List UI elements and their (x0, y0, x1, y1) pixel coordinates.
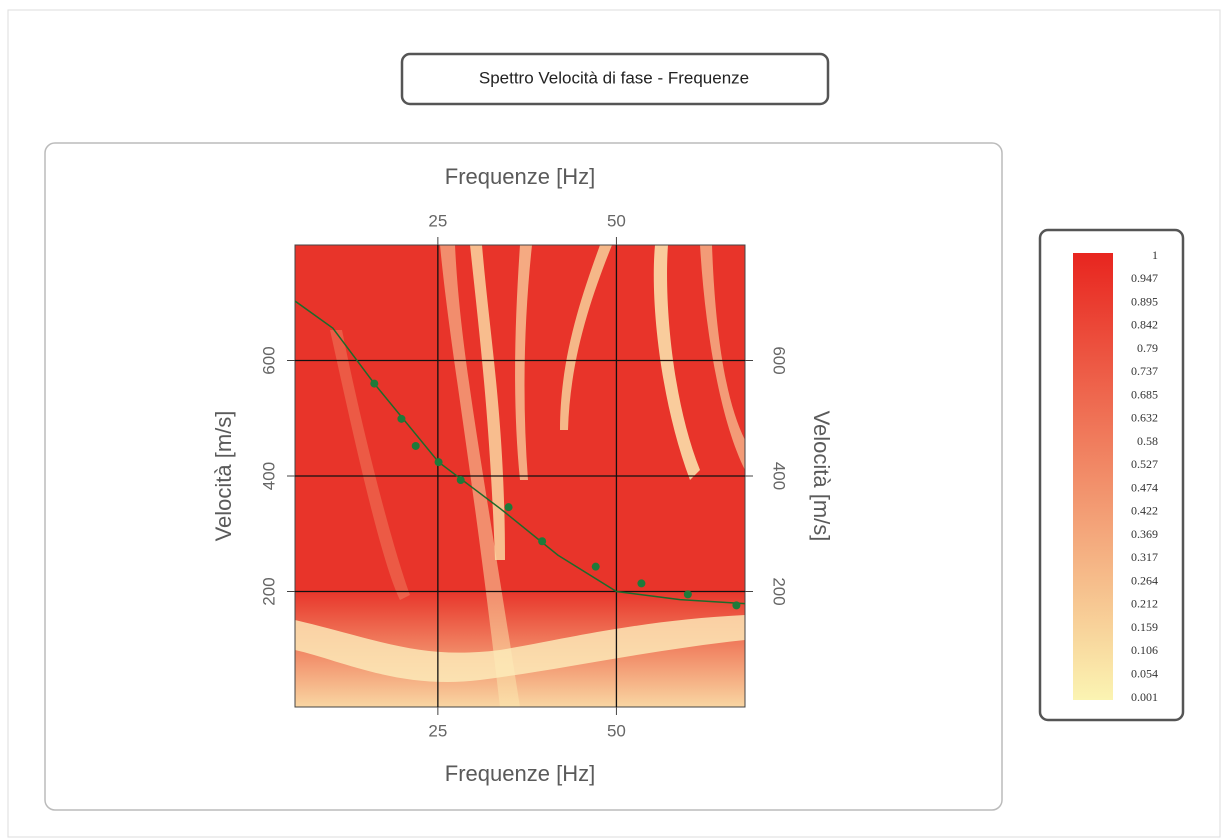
colorbar-label: 0.527 (1131, 457, 1158, 471)
colorbar-label: 0.317 (1131, 550, 1158, 564)
colorbar-label: 0.159 (1131, 620, 1158, 634)
y-axis-title: Velocità [m/s] (211, 411, 236, 542)
heatmap-streak (653, 245, 700, 480)
y-tick-label: 400 (259, 462, 278, 490)
y-tick-label: 200 (259, 577, 278, 605)
colorbar-label: 0.737 (1131, 364, 1158, 378)
colorbar-label: 0.947 (1131, 271, 1158, 285)
y-axis-title-right: Velocità [m/s] (809, 411, 834, 542)
dispersion-curve (295, 300, 745, 605)
heatmap-streak (515, 245, 532, 480)
colorbar-label: 0.632 (1131, 411, 1158, 425)
data-point (538, 537, 547, 546)
x-tick-label: 50 (607, 211, 626, 230)
data-point (370, 379, 379, 388)
heatmap-streak (295, 615, 745, 683)
x-axis-title: Frequenze [Hz] (445, 761, 595, 786)
colorbar (1073, 253, 1113, 700)
x-tick-label: 50 (607, 721, 626, 740)
x-tick-label: 25 (428, 211, 447, 230)
data-point (397, 414, 406, 423)
data-point (434, 458, 443, 467)
colorbar-label: 0.58 (1137, 434, 1158, 448)
heatmap-streak (560, 245, 612, 430)
data-point (591, 562, 600, 571)
colorbar-label: 0.054 (1131, 666, 1158, 680)
y-tick-label: 600 (259, 346, 278, 374)
data-point (504, 503, 513, 512)
data-point (732, 601, 741, 610)
colorbar-label: 0.422 (1131, 504, 1158, 518)
colorbar-label: 0.474 (1131, 480, 1158, 494)
colorbar-label: 0.842 (1131, 318, 1158, 332)
colorbar-label: 0.79 (1137, 341, 1158, 355)
data-point (637, 579, 646, 588)
data-point (411, 441, 420, 450)
title-box (400, 52, 830, 106)
colorbar-label: 0.106 (1131, 643, 1158, 657)
y-tick-label: 400 (770, 462, 789, 490)
heatmap-streak (470, 245, 505, 560)
colorbar-label: 0.001 (1131, 690, 1158, 704)
colorbar-label: 0.895 (1131, 294, 1158, 308)
x-tick-label: 25 (428, 721, 447, 740)
colorbar-label: 0.264 (1131, 573, 1158, 587)
data-point (683, 590, 692, 599)
heatmap-streak (700, 245, 745, 470)
data-point (456, 476, 465, 485)
heatmap-streak (330, 330, 410, 600)
y-tick-label: 200 (770, 577, 789, 605)
colorbar-label: 1 (1152, 248, 1158, 262)
chart-title: Spettro Velocità di fase - Frequenze (479, 68, 749, 87)
colorbar-label: 0.685 (1131, 387, 1158, 401)
y-tick-label: 600 (770, 346, 789, 374)
x-axis-title-top: Frequenze [Hz] (445, 164, 595, 189)
colorbar-label: 0.212 (1131, 597, 1158, 611)
colorbar-label: 0.369 (1131, 527, 1158, 541)
